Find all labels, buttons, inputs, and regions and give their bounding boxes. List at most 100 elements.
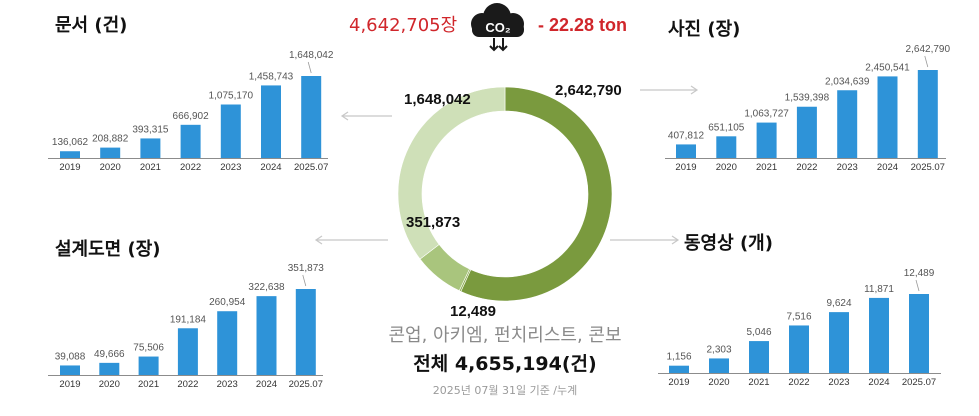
documents-bar — [301, 76, 322, 158]
photos-leader-line — [924, 55, 929, 68]
videos-value-label: 11,871 — [864, 284, 894, 295]
documents-bar — [261, 85, 281, 158]
drawings-tick-label: 2022 — [177, 379, 198, 390]
documents-value-label: 208,882 — [92, 134, 129, 145]
donut-label-videos: 12,489 — [450, 303, 496, 320]
documents-bar — [100, 147, 121, 158]
donut-label-documents: 1,648,042 — [404, 91, 471, 108]
documents-tick-label: 2024 — [260, 162, 281, 173]
photos-tick-label: 2020 — [716, 162, 737, 173]
videos-bar — [829, 312, 849, 373]
documents-bar — [180, 124, 201, 158]
sources-text: 콘업, 아키엠, 펀치리스트, 콘보 — [388, 325, 621, 346]
documents-bar — [220, 104, 241, 158]
videos-tick-label: 2021 — [748, 377, 769, 388]
drawings-tick-label: 2019 — [59, 379, 80, 390]
videos-tick-label: 2019 — [668, 377, 689, 388]
documents-tick-label: 2020 — [100, 162, 121, 173]
total-photos-text: 4,642,705장 — [349, 15, 457, 36]
drawings-tick-label: 2024 — [256, 379, 277, 390]
arrow-to-documents — [340, 111, 392, 121]
videos-bar — [789, 325, 809, 373]
videos-bar — [709, 358, 729, 373]
photos-bar — [716, 136, 737, 158]
documents-tick-label: 2023 — [220, 162, 241, 173]
documents-chart-title: 문서 (건) — [55, 15, 127, 36]
videos-leader-line — [915, 279, 920, 292]
connector-arrows — [314, 85, 699, 245]
documents-value-label: 1,648,042 — [289, 50, 334, 61]
co2-cloud-icon: CO₂ — [471, 3, 524, 52]
documents-tick-label: 2022 — [180, 162, 201, 173]
donut-label-photos: 2,642,790 — [555, 82, 622, 99]
drawings-bar — [256, 296, 277, 375]
photos-bar — [837, 90, 858, 158]
documents-bar — [60, 151, 80, 158]
photos-tick-label: 2023 — [837, 162, 858, 173]
arrow-to-drawings — [314, 235, 388, 245]
videos-value-label: 9,624 — [826, 298, 851, 309]
donut-slice-photos — [460, 86, 613, 302]
drawings-bar — [177, 328, 198, 375]
documents-value-label: 136,062 — [52, 137, 89, 148]
drawings-bar — [60, 365, 80, 375]
videos-bar — [909, 294, 929, 373]
donut-slice-documents — [397, 86, 506, 260]
drawings-value-label: 39,088 — [55, 351, 86, 362]
documents-bar-chart: 136,062 2019 208,882 2020 393,315 2021 666,902… — [48, 50, 334, 173]
charts-layer: 136,062 2019 208,882 2020 393,315 2021 666,902… — [48, 44, 950, 390]
photos-bar — [676, 144, 696, 158]
arrow-to-photos — [640, 85, 699, 95]
videos-tick-label: 2022 — [788, 377, 809, 388]
drawings-leader-line — [302, 274, 307, 287]
photos-bar — [917, 70, 938, 158]
videos-tick-label: 2024 — [868, 377, 889, 388]
photos-bar — [756, 122, 777, 158]
documents-value-label: 666,902 — [173, 111, 210, 122]
videos-tick-label: 2023 — [828, 377, 849, 388]
documents-tick-label: 2025.07 — [294, 162, 328, 173]
videos-value-label: 1,156 — [666, 352, 691, 363]
videos-value-label: 5,046 — [746, 327, 771, 338]
drawings-bar — [217, 311, 238, 375]
videos-value-label: 2,303 — [706, 344, 731, 355]
drawings-bar — [295, 289, 316, 375]
videos-tick-label: 2025.07 — [902, 377, 936, 388]
photos-value-label: 2,034,639 — [825, 76, 870, 87]
documents-leader-line — [307, 61, 312, 74]
documents-tick-label: 2021 — [140, 162, 161, 173]
videos-bar — [749, 341, 769, 373]
drawings-tick-label: 2020 — [99, 379, 120, 390]
drawings-tick-label: 2023 — [217, 379, 238, 390]
photos-bar — [877, 76, 898, 158]
videos-bar — [669, 365, 689, 373]
drawings-bar-chart: 39,088 2019 49,666 2020 75,506 2021 191,184 202… — [48, 263, 324, 390]
photos-tick-label: 2024 — [877, 162, 898, 173]
photos-bar-chart: 407,812 2019 651,105 2020 1,063,727 2021 1,539… — [665, 44, 950, 173]
arrow-to-videos — [610, 235, 680, 245]
photos-value-label: 2,450,541 — [865, 62, 910, 73]
drawings-bar — [99, 362, 120, 375]
drawings-tick-label: 2025.07 — [289, 379, 323, 390]
drawings-bar — [138, 356, 159, 375]
drawings-value-label: 351,873 — [288, 263, 325, 274]
basis-date-note: 2025년 07월 31일 기준 /누계 — [433, 383, 578, 397]
videos-value-label: 7,516 — [786, 311, 811, 322]
co2-savings-text: - 22.28 ton — [538, 15, 627, 35]
photos-value-label: 407,812 — [668, 130, 705, 141]
documents-value-label: 1,075,170 — [209, 91, 254, 102]
drawings-value-label: 49,666 — [94, 349, 125, 360]
videos-bar — [869, 297, 889, 373]
videos-value-label: 12,489 — [904, 268, 935, 279]
drawings-chart-title: 설계도면 (장) — [55, 239, 161, 260]
documents-tick-label: 2019 — [59, 162, 80, 173]
drawings-value-label: 75,506 — [133, 343, 164, 354]
videos-tick-label: 2020 — [708, 377, 729, 388]
photos-value-label: 1,539,398 — [785, 93, 830, 104]
photos-tick-label: 2022 — [796, 162, 817, 173]
donut-chart: 2,642,790 12,489 351,873 1,648,042 — [397, 82, 622, 320]
documents-bar — [140, 138, 161, 158]
documents-value-label: 393,315 — [132, 124, 169, 135]
photos-tick-label: 2019 — [675, 162, 696, 173]
